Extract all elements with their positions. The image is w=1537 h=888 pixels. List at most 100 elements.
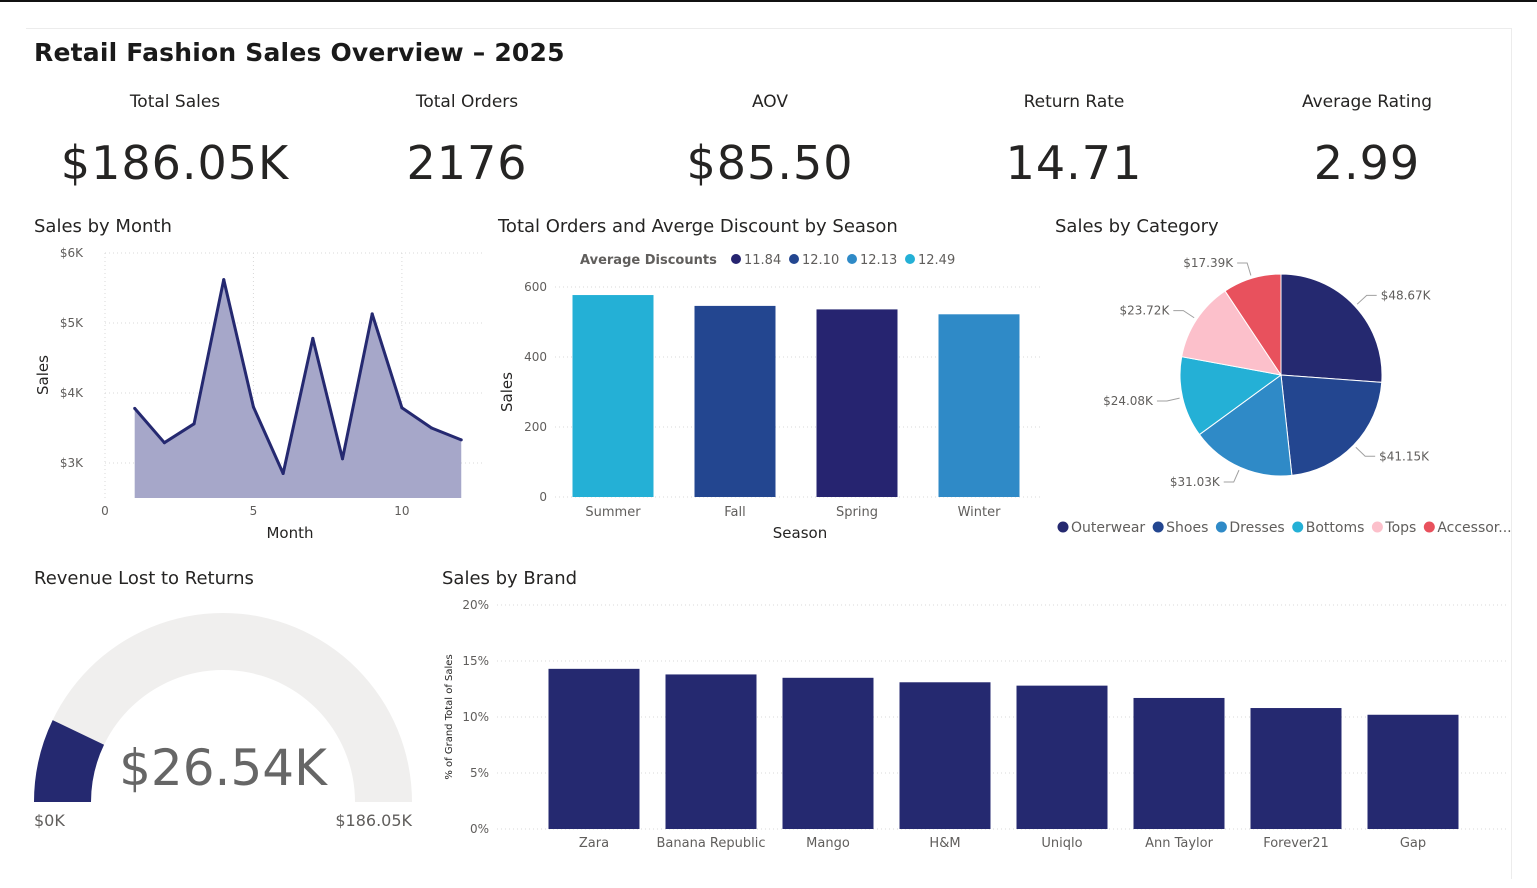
data-point — [192, 422, 196, 426]
bar-brand — [1250, 708, 1342, 829]
x-tick-label: Banana Republic — [657, 836, 766, 851]
data-label: $23.72K — [1119, 304, 1170, 318]
pie-slice-3 — [1179, 356, 1283, 436]
kpi-value: $85.50 — [686, 136, 854, 190]
x-tick-label: Gap — [1400, 836, 1426, 851]
data-point — [222, 278, 226, 282]
report-title: Retail Fashion Sales Overview – 2025 — [34, 38, 565, 67]
sales-by-month-chart[interactable]: $3K $4K $5K $6K 0 5 10 Month Sales — [30, 240, 490, 550]
report-canvas — [26, 28, 1512, 879]
y-tick-label: 10% — [462, 710, 489, 724]
revenue-lost-gauge[interactable]: $26.54K $0K $186.05K — [20, 595, 430, 845]
bar-brand — [1016, 685, 1108, 829]
bar-brand — [899, 682, 991, 829]
data-label: $17.39K — [1183, 256, 1234, 270]
kpi-label: AOV — [751, 92, 789, 112]
bar-brand — [548, 668, 640, 829]
y-axis-label: Sales — [498, 372, 516, 412]
legend-item: Bottoms — [1306, 520, 1365, 536]
pie-slice-4 — [1181, 290, 1283, 376]
pie-slice-5 — [1224, 273, 1282, 377]
data-point — [133, 406, 137, 410]
x-tick-label: H&M — [929, 836, 960, 851]
data-point — [311, 336, 315, 340]
data-point — [459, 438, 463, 442]
orders-by-season-chart[interactable]: 0 200 400 600 Summer Fall Spring Winter Season Sa… — [495, 240, 1050, 550]
kpi-card-total-orders[interactable]: Total Orders 2176 — [337, 92, 597, 190]
pie-slice-0 — [1280, 273, 1383, 383]
y-tick-label: $6K — [60, 246, 84, 260]
y-tick-label: 0 — [539, 490, 547, 504]
legend-marker — [731, 254, 741, 264]
y-tick-label: 15% — [462, 654, 489, 668]
kpi-card-total-sales[interactable]: Total Sales $186.05K — [45, 92, 305, 190]
x-tick-label: Ann Taylor — [1145, 836, 1214, 851]
legend-title: Average Discounts — [580, 253, 717, 268]
kpi-card-average-rating[interactable]: Average Rating 2.99 — [1237, 92, 1497, 190]
kpi-value: 2176 — [406, 136, 528, 190]
y-tick-label: 5% — [470, 766, 489, 780]
sales-by-brand-chart[interactable]: 0% 5% 10% 15% 20% Zara Banana Republic Mango H&M… — [436, 592, 1526, 862]
legend-marker — [1292, 521, 1304, 533]
data-point — [400, 406, 404, 410]
sales-by-month-title: Sales by Month — [34, 216, 172, 237]
data-point — [281, 472, 285, 475]
legend-marker — [905, 254, 915, 264]
sales-by-category-chart[interactable]: $48.67K $41.15K $31.03K $24.08K $23.72K $17.3… — [1050, 240, 1537, 550]
x-tick-label: Forever21 — [1263, 836, 1329, 851]
x-tick-label: Fall — [724, 505, 745, 520]
legend-item: Outerwear — [1071, 520, 1145, 536]
orders-by-season-title: Total Orders and Averge Discount by Seas… — [498, 216, 898, 237]
legend-marker — [1057, 521, 1069, 533]
x-tick-label: 5 — [250, 504, 258, 518]
sales-by-brand-title: Sales by Brand — [442, 568, 578, 589]
kpi-value: $186.05K — [60, 136, 290, 190]
legend-marker — [1423, 521, 1435, 533]
window-top-border — [0, 0, 1537, 2]
bar-brand — [1367, 714, 1459, 829]
y-axis-label: Sales — [34, 355, 52, 395]
kpi-value: 14.71 — [1005, 136, 1143, 190]
y-tick-label: 0% — [470, 822, 489, 836]
data-point — [370, 312, 374, 316]
bar-brand — [782, 677, 874, 829]
legend-item: 12.10 — [802, 253, 839, 268]
x-tick-label: 0 — [101, 504, 109, 518]
y-tick-label: 400 — [524, 350, 547, 364]
legend-item: Dresses — [1229, 520, 1284, 536]
gauge-fill — [34, 720, 105, 802]
bar-fall — [694, 305, 776, 497]
data-label: $41.15K — [1379, 449, 1430, 463]
kpi-card-aov[interactable]: AOV $85.50 — [640, 92, 900, 190]
bar-spring — [816, 309, 898, 497]
area-fill — [134, 279, 462, 498]
gauge-value: $26.54K — [119, 739, 328, 797]
x-tick-label: Spring — [836, 505, 878, 520]
leader-line — [1355, 446, 1376, 457]
x-axis-label: Month — [266, 524, 313, 542]
legend-item: Shoes — [1166, 520, 1208, 536]
bar-brand — [1133, 697, 1225, 829]
x-tick-label: 10 — [394, 504, 409, 518]
y-tick-label: $3K — [60, 456, 84, 470]
revenue-lost-title: Revenue Lost to Returns — [34, 568, 254, 589]
gauge-track — [34, 613, 412, 802]
y-tick-label: 600 — [524, 280, 547, 294]
data-label: $48.67K — [1381, 288, 1432, 302]
gauge-max-label: $186.05K — [335, 811, 412, 830]
kpi-value: 2.99 — [1313, 136, 1421, 190]
legend-item: 12.13 — [860, 253, 897, 268]
legend-item: 11.84 — [744, 253, 781, 268]
legend-marker — [789, 254, 799, 264]
x-tick-label: Zara — [579, 836, 609, 851]
y-tick-label: $4K — [60, 386, 84, 400]
bar-summer — [572, 295, 654, 497]
kpi-card-return-rate[interactable]: Return Rate 14.71 — [944, 92, 1204, 190]
legend-item: Tops — [1384, 520, 1416, 536]
kpi-label: Return Rate — [1023, 92, 1125, 112]
leader-line — [1156, 397, 1180, 402]
gauge-min-label: $0K — [34, 811, 65, 830]
data-point — [251, 405, 255, 409]
data-point — [162, 441, 166, 445]
kpi-label: Average Rating — [1301, 92, 1433, 112]
